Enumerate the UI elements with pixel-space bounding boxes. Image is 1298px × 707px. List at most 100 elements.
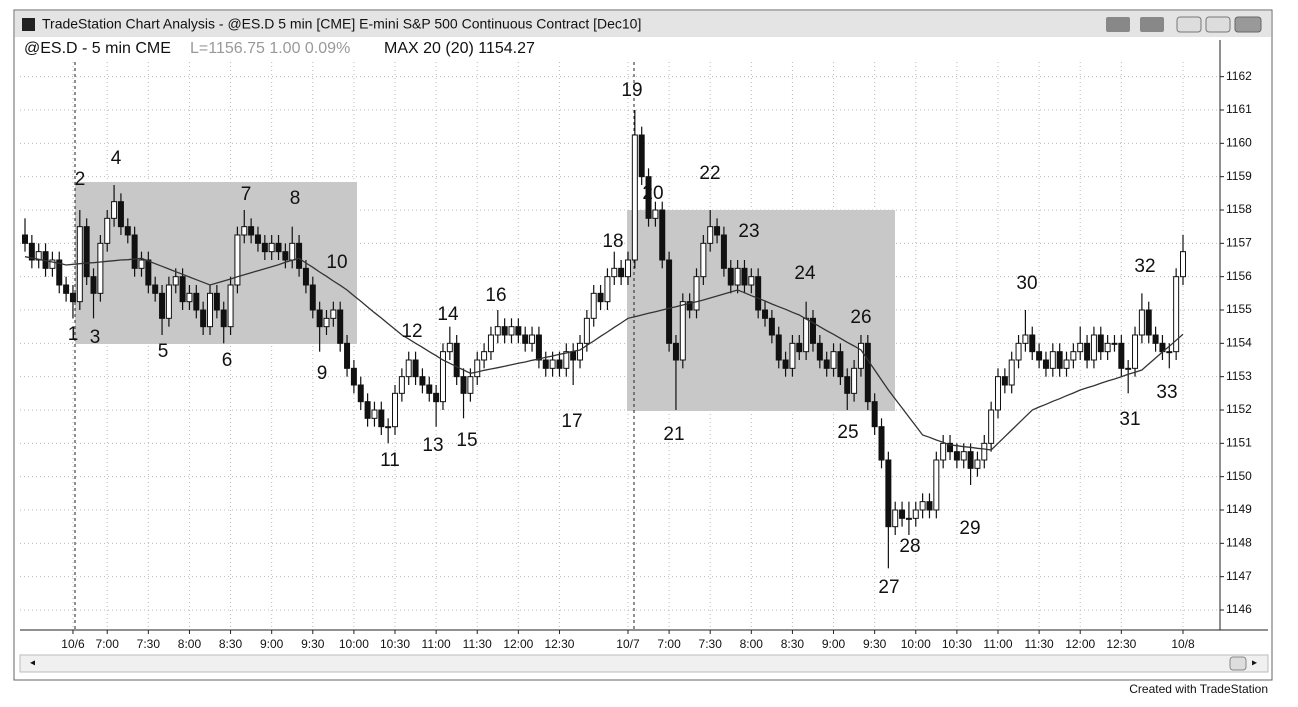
candle-body: [364, 401, 371, 419]
app-icon: [22, 18, 35, 31]
swing-label: 24: [794, 263, 816, 284]
swing-label: 28: [899, 536, 920, 557]
swing-label: 6: [222, 350, 233, 371]
candle-body: [597, 292, 604, 303]
candle-body: [1132, 334, 1139, 369]
candle-body: [816, 342, 823, 361]
swing-label: 15: [456, 430, 477, 451]
y-tick-label: 1155: [1226, 302, 1252, 316]
candle-body: [316, 309, 323, 328]
swing-label: 5: [158, 341, 169, 362]
candle-body: [899, 509, 906, 519]
scroll-right[interactable]: ▸: [1252, 658, 1257, 669]
candle-body: [117, 201, 124, 228]
candle-body: [268, 242, 275, 253]
candle-body: [762, 309, 769, 319]
candle-body: [967, 451, 974, 469]
candle-body: [172, 276, 179, 286]
candle-body: [104, 217, 111, 244]
candle-body: [549, 359, 556, 369]
x-tick-label: 10:00: [339, 637, 369, 651]
candle-body: [220, 309, 227, 328]
candle-body: [577, 342, 584, 361]
candle-body: [398, 376, 405, 394]
minimize-button[interactable]: [1176, 16, 1202, 33]
candle-body: [97, 242, 104, 294]
candle-body: [1097, 334, 1104, 353]
moving-average: [24, 256, 1184, 451]
candle-body: [535, 334, 542, 361]
candle-body: [90, 276, 97, 294]
candle-body: [1084, 342, 1091, 361]
candle-body: [755, 276, 762, 311]
candle-body: [926, 501, 933, 511]
y-tick-label: 1156: [1226, 269, 1252, 283]
swing-label: 10: [326, 252, 347, 273]
candle-body: [515, 326, 522, 336]
candle-body: [138, 259, 145, 269]
candle-body: [1104, 342, 1111, 353]
candle-body: [494, 326, 501, 336]
x-tick-label: 10:30: [942, 637, 972, 651]
candle-body: [590, 292, 597, 319]
candle-body: [439, 351, 446, 403]
range-box: [75, 182, 357, 344]
candle-body: [213, 292, 220, 311]
swing-label: 1: [68, 324, 79, 345]
maximize-button[interactable]: [1205, 16, 1231, 33]
candle-body: [796, 342, 803, 353]
candle-body: [378, 409, 385, 428]
candle-body: [892, 509, 899, 528]
candle-body: [145, 259, 152, 286]
candle-body: [323, 317, 330, 328]
x-tick-label: 12:30: [544, 637, 574, 651]
candle-body: [631, 134, 638, 261]
grid: [20, 62, 1220, 630]
x-tick-label: 8:00: [740, 637, 764, 651]
candle-body: [556, 359, 563, 369]
candle-body: [851, 367, 858, 394]
toolbar-button[interactable]: [1106, 17, 1130, 32]
candle-body: [618, 267, 625, 278]
candle-body: [563, 351, 570, 369]
candle-body: [501, 326, 508, 336]
x-tick-label: 11:30: [1025, 637, 1054, 651]
y-tick-label: 1152: [1226, 402, 1252, 416]
candle-body: [741, 267, 748, 286]
candle-body: [604, 276, 611, 303]
candle-body: [775, 334, 782, 361]
y-tick-label: 1150: [1226, 469, 1252, 483]
scroll-left[interactable]: ◂: [30, 658, 35, 669]
candle-body: [768, 317, 775, 336]
swing-label: 25: [837, 422, 858, 443]
candle-body: [405, 359, 412, 378]
scroll-thumb[interactable]: [1229, 656, 1247, 671]
candle-body: [453, 342, 460, 378]
x-tick-label: 12:30: [1106, 637, 1136, 651]
candle-body: [481, 351, 488, 361]
candle-body: [419, 376, 426, 386]
candle-body: [467, 376, 474, 394]
swing-label: 12: [401, 321, 422, 342]
candle-body: [248, 226, 255, 236]
scrollbar[interactable]: [19, 654, 1269, 673]
candle-body: [994, 376, 1001, 411]
candle-body: [960, 451, 967, 461]
candle-body: [207, 292, 214, 328]
close-button[interactable]: [1234, 16, 1262, 33]
candle-body: [1173, 276, 1180, 353]
y-tick-label: 1146: [1226, 602, 1252, 616]
toolbar-button[interactable]: [1140, 17, 1164, 32]
swing-label: 31: [1119, 409, 1140, 430]
candle-body: [193, 292, 200, 311]
y-tick-label: 1159: [1226, 169, 1252, 183]
candle-body: [940, 442, 947, 461]
swing-label: 22: [699, 163, 720, 184]
candle-body: [672, 342, 679, 361]
candle-body: [56, 259, 63, 286]
swing-label: 13: [422, 435, 443, 456]
candle-body: [679, 301, 686, 361]
candle-body: [1138, 309, 1145, 336]
